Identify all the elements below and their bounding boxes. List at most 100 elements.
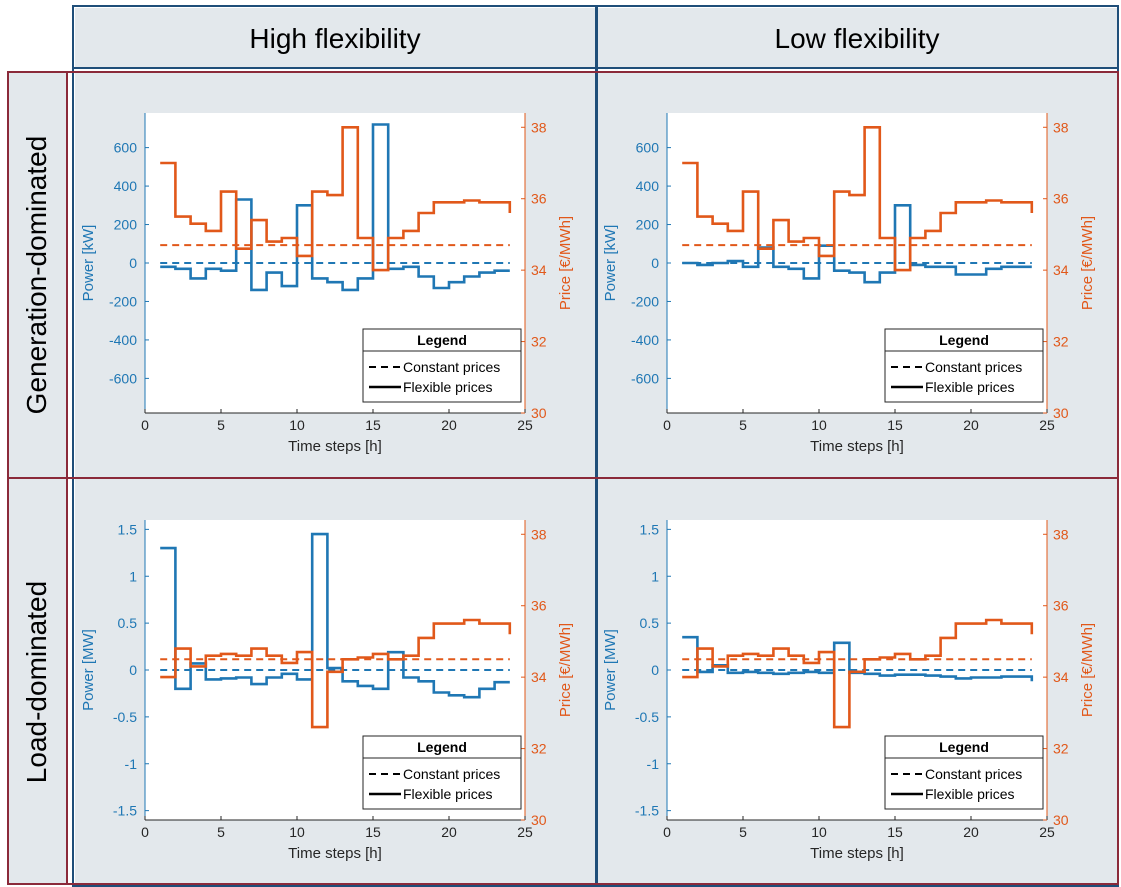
y-left-tick-label: 600 — [114, 140, 138, 156]
y-right-tick-label: 34 — [531, 669, 547, 685]
x-tick-label: 15 — [365, 824, 381, 840]
chart-load-high: 0 5 10 15 20 25 -1.5 -1 -0.5 0 0.5 1 1.5 30 32 34 36 38 Ti… — [80, 520, 574, 862]
legend-box — [884, 328, 1044, 403]
x-tick-label: 15 — [365, 417, 381, 433]
row-header-generation — [8, 72, 66, 477]
y-left-tick-label: 0 — [651, 255, 659, 271]
y-left-tick-label: -200 — [109, 293, 137, 309]
series-line-right-flexible — [160, 618, 512, 729]
legend-title: Legend — [939, 739, 989, 755]
x-axis-label: Time steps [h] — [810, 845, 904, 862]
x-tick-label: 20 — [963, 824, 979, 840]
y-axis-label-left: Power [MW] — [602, 629, 619, 711]
y-left-tick-label: -600 — [631, 370, 659, 386]
y-left-tick-label: -1 — [647, 756, 660, 772]
y-left-tick-label: -400 — [109, 332, 137, 348]
legend-label-flexible: Flexible prices — [925, 379, 1014, 395]
legend-box — [362, 328, 522, 403]
y-left-tick-label: -0.5 — [113, 709, 137, 725]
y-left-tick-label: 0.5 — [640, 615, 660, 631]
x-tick-label: 0 — [663, 824, 671, 840]
x-tick-label: 20 — [441, 824, 457, 840]
x-axis-label: Time steps [h] — [288, 438, 382, 455]
x-tick-label: 5 — [739, 417, 747, 433]
x-tick-label: 20 — [441, 417, 457, 433]
legend-label-flexible: Flexible prices — [403, 786, 492, 802]
y-left-tick-label: -0.5 — [635, 709, 659, 725]
y-left-tick-label: -400 — [631, 332, 659, 348]
header-cell-high — [75, 8, 595, 68]
series-line-left-flexible — [682, 204, 1032, 284]
y-left-tick-label: 400 — [114, 178, 138, 194]
y-right-tick-label: 32 — [1053, 334, 1069, 350]
y-right-tick-label: 32 — [531, 741, 547, 757]
series-line-right-flexible — [682, 618, 1034, 729]
y-right-tick-label: 32 — [531, 334, 547, 350]
series-line-right-flexible — [160, 126, 512, 272]
y-right-tick-label: 38 — [1053, 119, 1069, 135]
x-tick-label: 15 — [887, 417, 903, 433]
x-tick-label: 25 — [1039, 417, 1055, 433]
y-left-tick-label: -200 — [631, 293, 659, 309]
y-right-tick-label: 38 — [531, 526, 547, 542]
y-left-tick-label: 0.5 — [118, 615, 138, 631]
x-tick-label: 25 — [517, 417, 533, 433]
y-right-tick-label: 36 — [1053, 191, 1069, 207]
series-line-right-flexible — [682, 126, 1034, 272]
x-tick-label: 10 — [811, 417, 827, 433]
x-tick-label: 5 — [217, 417, 225, 433]
y-left-tick-label: 1 — [651, 568, 659, 584]
y-axis-label-right: Price [€/MWh] — [1079, 623, 1096, 717]
y-left-tick-label: -600 — [109, 370, 137, 386]
y-right-tick-label: 36 — [531, 191, 547, 207]
y-right-tick-label: 38 — [1053, 526, 1069, 542]
x-tick-label: 25 — [517, 824, 533, 840]
y-right-tick-label: 34 — [531, 262, 547, 278]
y-left-tick-label: 0 — [129, 255, 137, 271]
x-tick-label: 15 — [887, 824, 903, 840]
x-tick-label: 5 — [739, 824, 747, 840]
y-right-tick-label: 32 — [1053, 741, 1069, 757]
y-right-tick-label: 36 — [531, 598, 547, 614]
legend-label-constant: Constant prices — [403, 766, 500, 782]
y-left-tick-label: 1 — [129, 568, 137, 584]
chart-load-low: 0 5 10 15 20 25 -1.5 -1 -0.5 0 0.5 1 1.5 30 32 34 36 38 Ti… — [602, 520, 1096, 862]
y-right-tick-label: 30 — [531, 405, 547, 421]
y-axis-label-left: Power [MW] — [80, 629, 97, 711]
legend-label-constant: Constant prices — [925, 766, 1022, 782]
legend-label-constant: Constant prices — [925, 359, 1022, 375]
column-header-high: High flexibility — [249, 23, 420, 54]
x-tick-label: 0 — [141, 417, 149, 433]
legend-label-flexible: Flexible prices — [403, 379, 492, 395]
x-tick-label: 10 — [289, 824, 305, 840]
y-right-tick-label: 34 — [1053, 262, 1069, 278]
x-axis-label: Time steps [h] — [288, 845, 382, 862]
y-left-tick-label: -1.5 — [113, 803, 137, 819]
x-tick-label: 25 — [1039, 824, 1055, 840]
legend-box — [362, 735, 522, 810]
legend-label-constant: Constant prices — [403, 359, 500, 375]
legend-title: Legend — [417, 332, 467, 348]
row-borders — [7, 71, 1119, 885]
y-left-tick-label: 1.5 — [118, 521, 138, 537]
row-header-load — [8, 479, 66, 884]
x-tick-label: 0 — [141, 824, 149, 840]
y-right-tick-label: 30 — [531, 812, 547, 828]
y-left-tick-label: 200 — [114, 217, 138, 233]
y-right-tick-label: 36 — [1053, 598, 1069, 614]
series-line-left-flexible — [160, 532, 510, 699]
y-left-tick-label: 200 — [636, 217, 660, 233]
legend-title: Legend — [417, 739, 467, 755]
chart-gen-high: 0 5 10 15 20 25 -600 -400 -200 0 200 400 600 30 32 34 36… — [80, 113, 574, 455]
x-tick-label: 0 — [663, 417, 671, 433]
series-line-left-flexible — [682, 635, 1034, 682]
y-axis-label-right: Price [€/MWh] — [557, 216, 574, 310]
x-tick-label: 10 — [289, 417, 305, 433]
y-left-tick-label: -1 — [125, 756, 138, 772]
y-left-tick-label: 600 — [636, 140, 660, 156]
y-right-tick-label: 30 — [1053, 812, 1069, 828]
chart-gen-low: 0 5 10 15 20 25 -600 -400 -200 0 200 400 600 30 32 34 36… — [602, 113, 1096, 455]
column-header-low: Low flexibility — [775, 23, 940, 54]
y-left-tick-label: 0 — [129, 662, 137, 678]
